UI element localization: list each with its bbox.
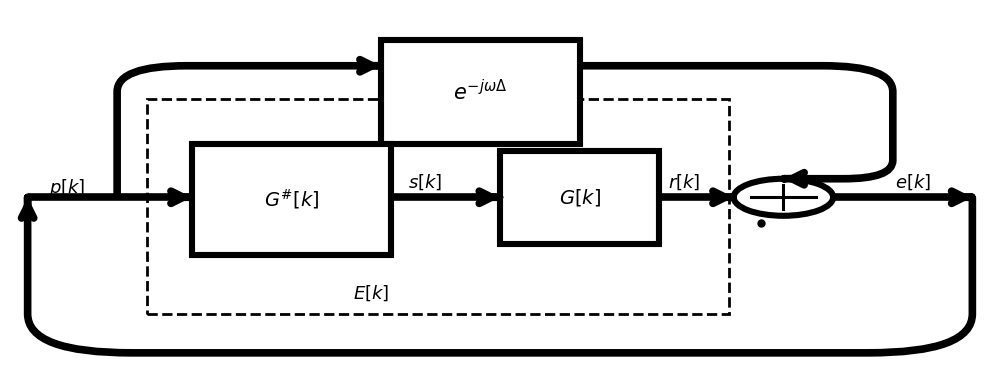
Text: $p[k]$: $p[k]$	[49, 177, 86, 199]
Text: $e[k]$: $e[k]$	[895, 173, 931, 192]
Text: $r[k]$: $r[k]$	[668, 173, 700, 192]
FancyBboxPatch shape	[192, 144, 391, 255]
Text: $E[k]$: $E[k]$	[353, 284, 389, 303]
FancyBboxPatch shape	[381, 40, 580, 144]
FancyBboxPatch shape	[500, 151, 659, 244]
Text: $s[k]$: $s[k]$	[408, 173, 443, 192]
Text: $G[k]$: $G[k]$	[559, 187, 600, 208]
Text: $G^{\#}[k]$: $G^{\#}[k]$	[264, 187, 319, 211]
Circle shape	[734, 179, 833, 216]
Text: $e^{-j\omega\Delta}$: $e^{-j\omega\Delta}$	[453, 79, 507, 104]
